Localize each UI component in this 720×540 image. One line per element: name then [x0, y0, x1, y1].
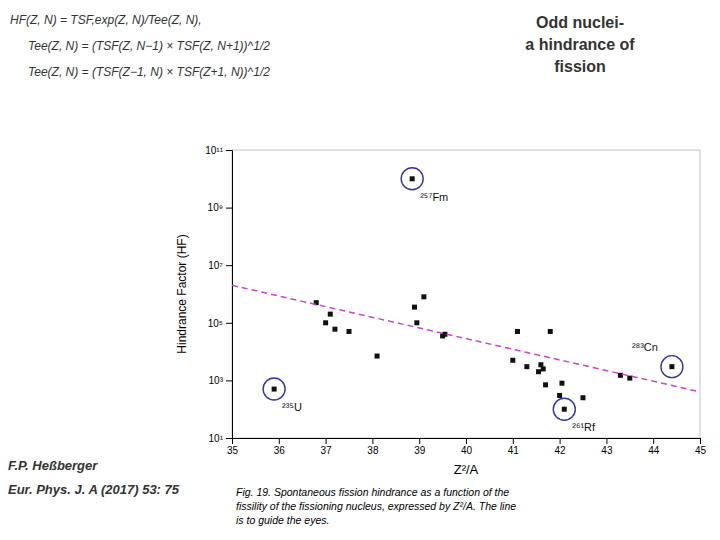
x-tick: 39 [414, 438, 426, 456]
y-tick: 10⁹ [208, 202, 232, 213]
y-tick-label: 10³ [209, 375, 224, 386]
y-tick: 10¹ [209, 433, 232, 444]
x-tick: 44 [648, 438, 660, 456]
x-tick: 36 [274, 438, 286, 456]
data-point [536, 369, 541, 374]
y-tick: 10³ [209, 375, 232, 386]
y-tick-label: 10⁹ [208, 202, 223, 213]
x-tick: 43 [601, 438, 613, 456]
data-point [414, 320, 419, 325]
caption: Fig. 19. Spontaneous fission hindrance a… [236, 486, 516, 526]
x-tick-label: 42 [555, 445, 567, 456]
data-point [548, 329, 553, 334]
x-tick-mark [700, 438, 701, 444]
x-tick-mark [513, 438, 514, 444]
x-tick-label: 37 [321, 445, 333, 456]
trend-line [232, 285, 700, 392]
x-tick-label: 43 [601, 445, 613, 456]
data-point [627, 376, 632, 381]
plot-frame [232, 150, 700, 438]
x-tick-mark [466, 438, 467, 444]
y-tick-label: 10⁷ [208, 260, 223, 271]
data-point [421, 294, 426, 299]
y-tick-label: 10¹¹ [205, 145, 223, 156]
highlight-circle [401, 168, 423, 190]
data-point [410, 176, 415, 181]
y-tick: 10⁷ [208, 260, 232, 271]
data-point [669, 364, 674, 369]
data-point [412, 305, 417, 310]
annotation-label: ²⁶¹Rf [572, 421, 596, 433]
y-tick-mark [226, 150, 232, 151]
y-tick-mark [226, 323, 232, 324]
x-tick-label: 39 [414, 445, 426, 456]
x-tick-label: 41 [508, 445, 520, 456]
data-point [328, 312, 333, 317]
data-point [541, 366, 546, 371]
y-axis-line [226, 151, 233, 439]
data-point [332, 327, 337, 332]
data-point [557, 393, 562, 398]
data-point [581, 395, 586, 400]
formula: HF(Z, N) = TSF,exp(Z, N)/Tee(Z, N), [10, 13, 202, 27]
x-tick-label: 40 [461, 445, 473, 456]
y-tick-mark [226, 438, 232, 439]
plot-area [232, 176, 700, 411]
data-point [562, 407, 567, 412]
x-tick: 37 [321, 438, 333, 456]
author: F.P. Heßberger [8, 458, 98, 473]
x-tick-mark [419, 438, 420, 444]
x-tick-mark [560, 438, 561, 444]
y-tick: 10⁵ [208, 318, 232, 329]
y-tick-mark [226, 208, 232, 209]
highlight-circle [553, 398, 575, 420]
x-axis-line [233, 439, 701, 445]
x-tick: 40 [461, 438, 473, 456]
data-point [375, 354, 380, 359]
x-tick-mark [372, 438, 373, 444]
y-tick-label: 10⁵ [208, 318, 223, 329]
annotations: ²³⁵U ²⁵⁷Fm ²⁶¹Rf ²⁸³Cn [263, 168, 683, 433]
annotation-label: ²⁵⁷Fm [420, 191, 448, 203]
side-text: Odd nuclei-a hindrance offission [525, 14, 635, 75]
chart: 353637383940414243444510¹10³10⁵10⁷10⁹10¹… [0, 0, 720, 540]
highlight-circle [263, 378, 285, 400]
y-tick-label: 10¹ [209, 433, 224, 444]
data-point [323, 320, 328, 325]
x-tick-label: 45 [695, 445, 707, 456]
data-point [510, 358, 515, 363]
data-point [347, 329, 352, 334]
x-tick-mark [606, 438, 607, 444]
data-point [515, 329, 520, 334]
x-tick-label: 35 [227, 445, 239, 456]
x-tick-label: 36 [274, 445, 286, 456]
annotation-label: ²⁸³Cn [632, 341, 658, 353]
data-point [524, 364, 529, 369]
x-tick-mark [653, 438, 654, 444]
x-tick: 41 [508, 438, 520, 456]
x-axis: 35 36 37 38 39 40 41 42 43 44 45 [227, 438, 707, 456]
x-tick: 45 [695, 438, 707, 456]
author: Eur. Phys. J. A (2017) 53: 75 [8, 482, 180, 497]
y-tick-mark [226, 265, 232, 266]
y-axis: 10¹ 10³ 10⁵ 10⁷ 10⁹ 10¹¹ [205, 145, 232, 444]
y-tick-mark [226, 380, 232, 381]
highlight-circle [661, 356, 683, 378]
formula: Tee(Z, N) = (TSF(Z, N−1) × TSF(Z, N+1))^… [28, 39, 270, 53]
x-tick-mark [326, 438, 327, 444]
annotation-label: ²³⁵U [282, 401, 302, 413]
y-axis-title: Hindrance Factor (HF) [175, 234, 189, 353]
x-tick-mark [279, 438, 280, 444]
data-point [543, 382, 548, 387]
x-tick-label: 44 [648, 445, 660, 456]
x-tick: 35 [227, 438, 239, 456]
data-point [559, 381, 564, 386]
x-tick: 42 [555, 438, 567, 456]
formula: Tee(Z, N) = (TSF(Z−1, N) × TSF(Z+1, N))^… [28, 65, 270, 79]
data-point [272, 387, 277, 392]
x-axis-title: Z²/A [454, 462, 479, 477]
y-tick: 10¹¹ [205, 145, 232, 156]
x-tick: 38 [367, 438, 379, 456]
x-tick-label: 38 [367, 445, 379, 456]
